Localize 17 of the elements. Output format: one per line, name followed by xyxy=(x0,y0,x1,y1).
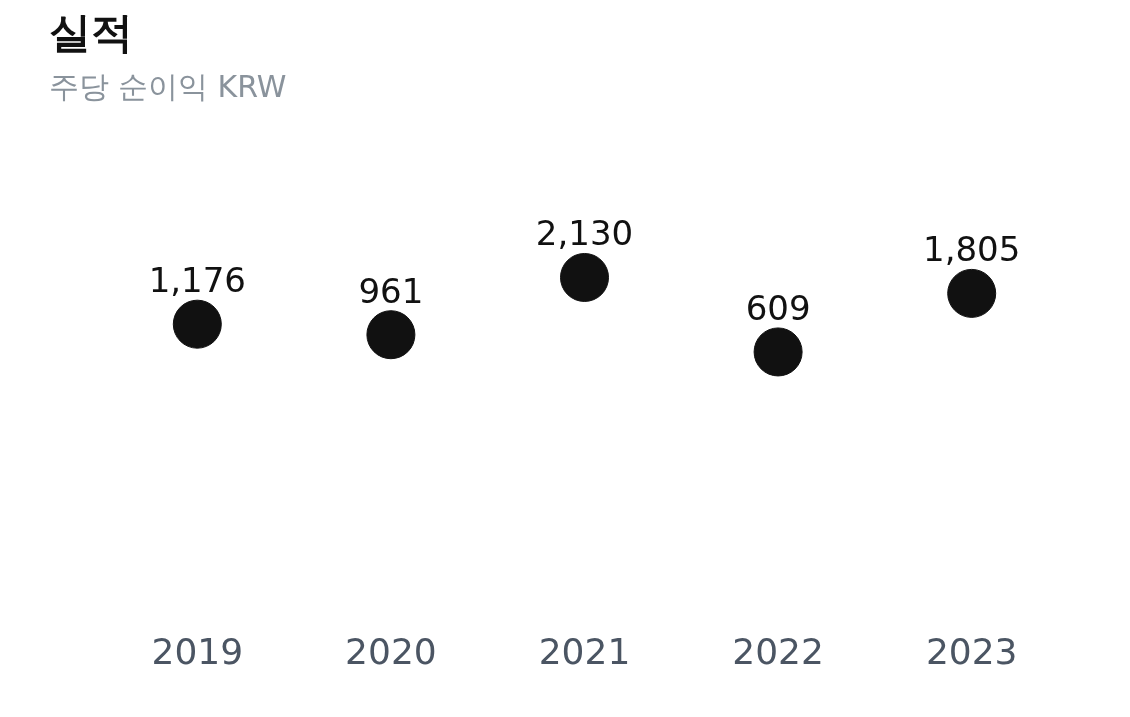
chart-title: 실적 xyxy=(48,7,133,57)
data-label: 2,130 xyxy=(535,213,634,254)
data-label: 961 xyxy=(358,270,424,311)
data-label: 609 xyxy=(745,287,811,328)
data-label: 1,805 xyxy=(923,229,1021,270)
point xyxy=(366,310,416,360)
point xyxy=(560,253,609,302)
x-tick-label: 2020 xyxy=(345,630,437,672)
data-label: 1,176 xyxy=(148,260,246,301)
x-tick-label: 2021 xyxy=(538,630,631,672)
point xyxy=(753,327,803,377)
x-tick-label: 2019 xyxy=(151,630,244,672)
chart-subtitle: 주당 순이익 KRW xyxy=(48,68,287,104)
point xyxy=(947,268,997,318)
x-tick-label: 2023 xyxy=(925,630,1018,672)
point xyxy=(172,299,222,349)
x-tick-label: 2022 xyxy=(732,630,824,672)
